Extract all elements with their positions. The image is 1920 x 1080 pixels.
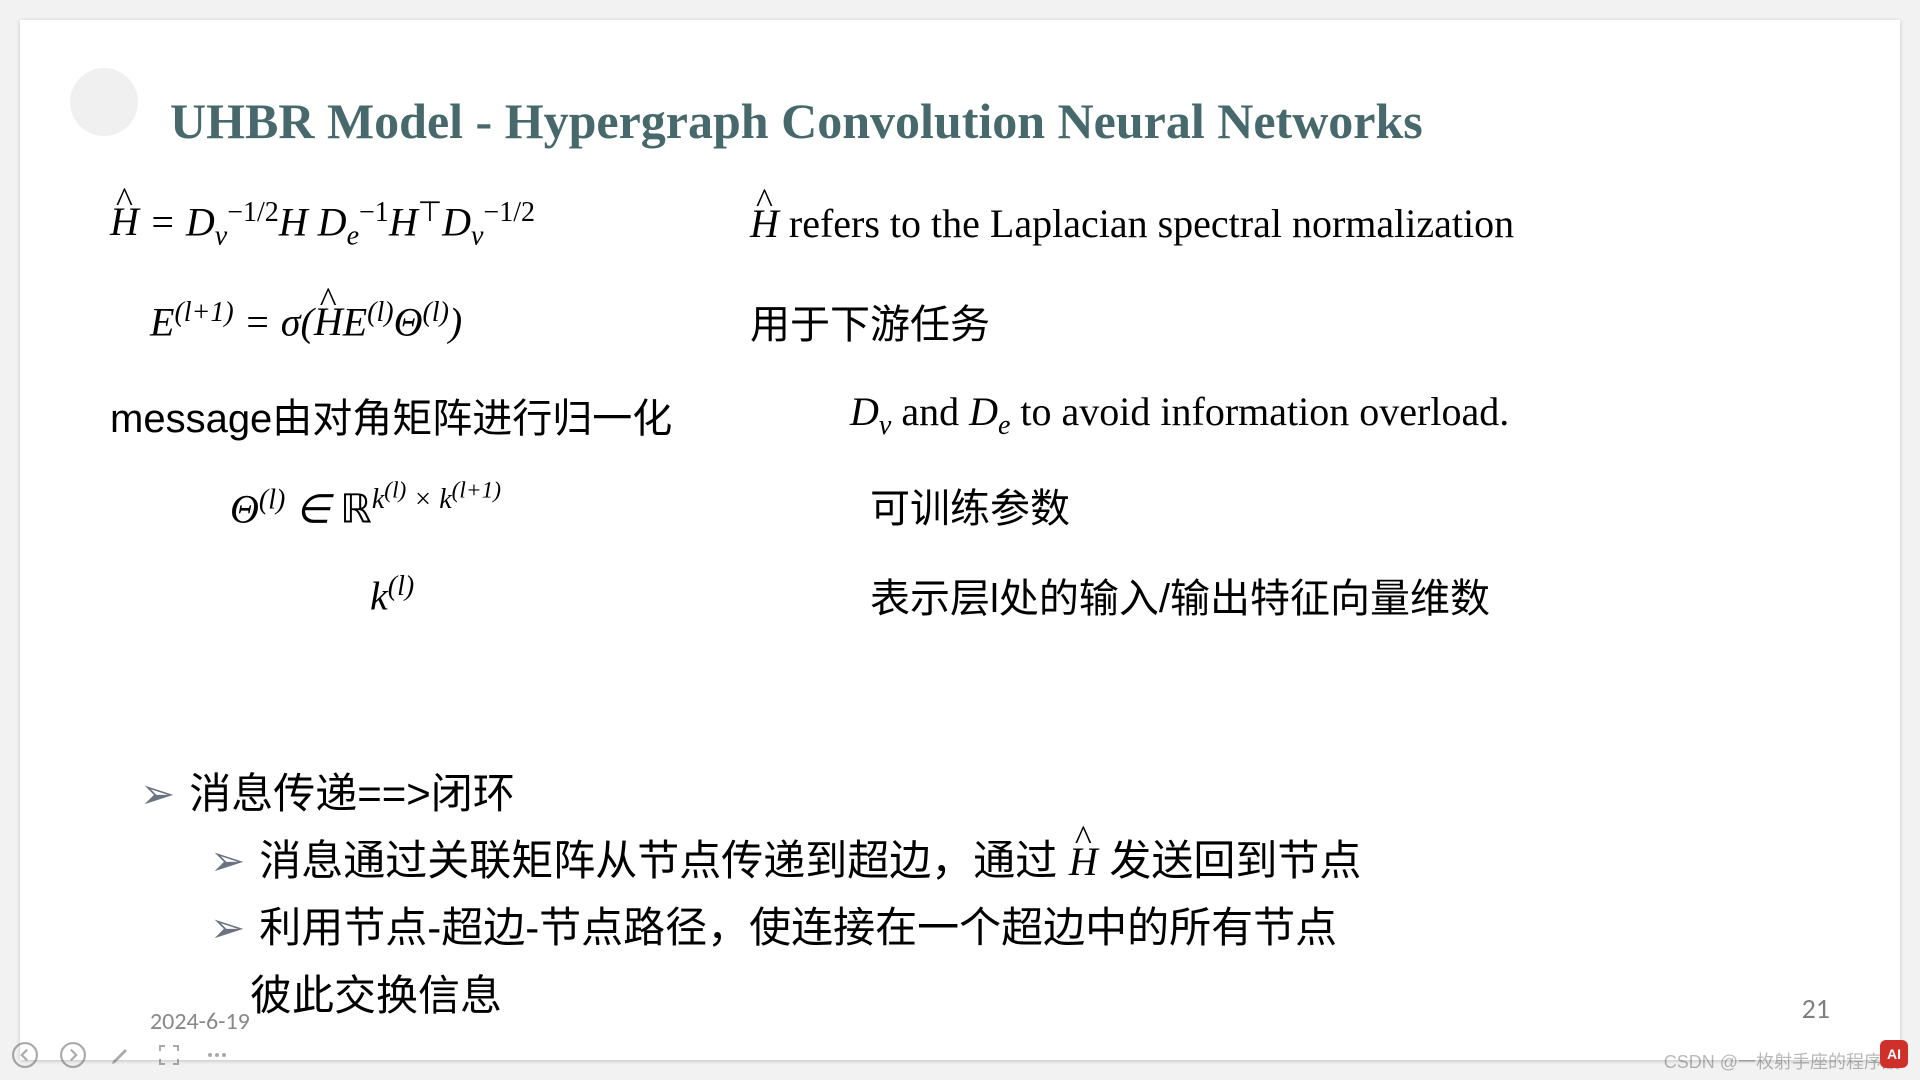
content-row-2: E(l+1) = σ(HE(l)Θ(l)) 用于下游任务 xyxy=(110,292,1830,350)
slide-title: UHBR Model - Hypergraph Convolution Neur… xyxy=(170,92,1423,150)
formula-h-hat: H = Dv−1/2H De−1H⊤Dv−1/2 xyxy=(110,195,750,252)
prev-slide-button[interactable] xyxy=(10,1040,40,1070)
bullet-2b-line2: 彼此交换信息 xyxy=(250,972,502,1019)
formula-theta: Θ(l) ∈ ℝk(l) × k(l+1) xyxy=(110,478,870,533)
bullet-2a-text: 消息通过关联矩阵从节点传递到超边，通过 H 发送回到节点 xyxy=(259,837,1361,884)
csdn-watermark: CSDN @一枚射手座的程序媛 xyxy=(1664,1048,1900,1074)
bullet-2a: ➢ 消息通过关联矩阵从节点传递到超边，通过 H 发送回到节点 xyxy=(210,827,1361,894)
next-slide-button[interactable] xyxy=(58,1040,88,1070)
formula-k: k(l) xyxy=(110,571,870,619)
desc-e-layer: 用于下游任务 xyxy=(750,292,990,350)
content-row-4: Θ(l) ∈ ℝk(l) × k(l+1) 可训练参数 xyxy=(110,476,1830,534)
bullet-list: ➢ 消息传递==>闭环 ➢ 消息通过关联矩阵从节点传递到超边，通过 H 发送回到节点… xyxy=(140,760,1361,1029)
content-row-5: k(l) 表示层l处的输入/输出特征向量维数 xyxy=(110,566,1830,624)
decorative-corner-circle xyxy=(70,68,138,136)
desc-theta: 可训练参数 xyxy=(870,476,1070,534)
page-number: 21 xyxy=(1802,991,1830,1026)
presenter-toolbar xyxy=(10,1040,232,1070)
bullet-arrow-icon: ➢ xyxy=(210,904,245,951)
content-row-3: message由对角矩阵进行归一化 Dv and De to avoid inf… xyxy=(110,386,1830,444)
bullet-1: ➢ 消息传递==>闭环 xyxy=(140,760,1361,827)
left-text-normalization: message由对角矩阵进行归一化 xyxy=(110,386,850,444)
focus-mode-button[interactable] xyxy=(154,1040,184,1070)
ai-badge-icon[interactable]: AI xyxy=(1880,1040,1908,1068)
content-row-1: H = Dv−1/2H De−1H⊤Dv−1/2 H refers to the… xyxy=(110,195,1830,252)
bullet-2b-line1: 利用节点-超边-节点路径，使连接在一个超边中的所有节点 xyxy=(259,904,1337,951)
desc-dv-de: Dv and De to avoid information overload. xyxy=(850,388,1509,442)
more-options-button[interactable] xyxy=(202,1040,232,1070)
bullet-arrow-icon: ➢ xyxy=(210,837,245,884)
slide-container: UHBR Model - Hypergraph Convolution Neur… xyxy=(20,20,1900,1060)
formula-e-layer: E(l+1) = σ(HE(l)Θ(l)) xyxy=(110,297,750,345)
slide-content: H = Dv−1/2H De−1H⊤Dv−1/2 H refers to the… xyxy=(110,195,1830,656)
slide-date: 2024-6-19 xyxy=(150,1007,250,1036)
desc-k: 表示层l处的输入/输出特征向量维数 xyxy=(870,566,1490,624)
bullet-1-text: 消息传递==>闭环 xyxy=(189,770,515,817)
bullet-2b: ➢ 利用节点-超边-节点路径，使连接在一个超边中的所有节点 xyxy=(210,894,1361,961)
bullet-arrow-icon: ➢ xyxy=(140,770,175,817)
pen-tool-button[interactable] xyxy=(106,1040,136,1070)
bullet-2b-cont: 彼此交换信息 xyxy=(250,962,1361,1029)
desc-h-hat: H refers to the Laplacian spectral norma… xyxy=(750,200,1514,247)
